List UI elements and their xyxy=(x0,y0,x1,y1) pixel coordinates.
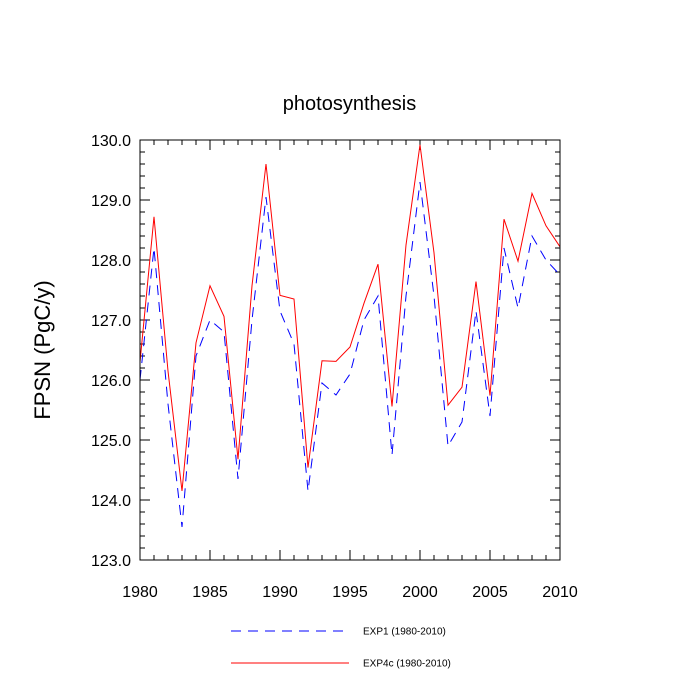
x-tick-label: 1990 xyxy=(262,584,298,601)
x-tick-label: 2010 xyxy=(542,584,578,601)
legend: EXP1 (1980-2010) EXP4c (1980-2010) xyxy=(231,627,451,670)
axis-tick-labels: 1980 1985 1990 1995 2000 2005 2010 123.0 124.0 12… xyxy=(91,133,578,601)
chart-title: photosynthesis xyxy=(283,93,416,115)
series-line-2 xyxy=(139,144,561,492)
x-tick-label: 1995 xyxy=(332,584,368,601)
axis-ticks xyxy=(139,139,561,561)
y-tick-label: 125.0 xyxy=(91,433,131,450)
legend-label-2: EXP4c (1980-2010) xyxy=(363,659,451,670)
y-tick-label: 130.0 xyxy=(91,133,131,150)
x-tick-label: 2000 xyxy=(402,584,438,601)
x-tick-label: 2005 xyxy=(472,584,508,601)
series-line-1 xyxy=(139,181,561,528)
plot-frame xyxy=(139,139,561,561)
x-tick-label: 1985 xyxy=(192,584,228,601)
y-axis-label: FPSN (PgC/y) xyxy=(30,280,55,419)
data-series xyxy=(139,144,561,528)
y-tick-label: 126.0 xyxy=(91,373,131,390)
x-tick-label: 1980 xyxy=(122,584,158,601)
legend-label-1: EXP1 (1980-2010) xyxy=(363,627,446,638)
y-tick-label: 128.0 xyxy=(91,253,131,270)
y-tick-label: 123.0 xyxy=(91,553,131,570)
y-tick-label: 127.0 xyxy=(91,313,131,330)
y-tick-label: 129.0 xyxy=(91,193,131,210)
y-tick-label: 124.0 xyxy=(91,493,131,510)
